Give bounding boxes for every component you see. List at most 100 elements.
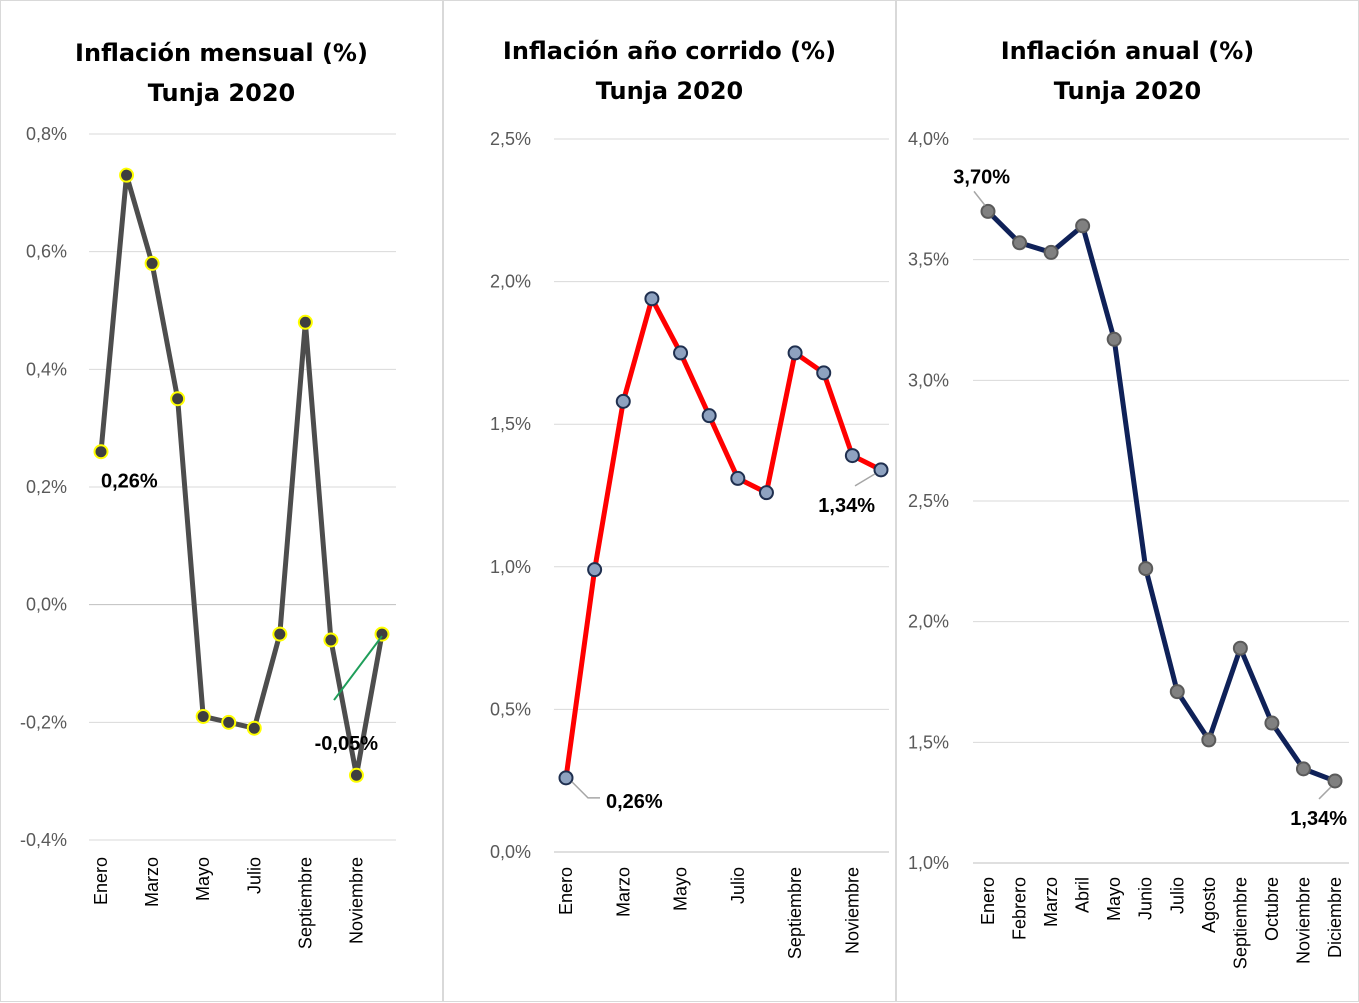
data-point — [1201, 732, 1217, 748]
y-tick-label: 0,0% — [490, 842, 531, 862]
x-tick-label: Mayo — [1104, 877, 1124, 921]
data-point — [144, 255, 160, 271]
x-tick-label: Enero — [556, 867, 576, 915]
x-tick-label: Julio — [728, 867, 748, 904]
chart-subtitle: Tunja 2020 — [595, 77, 744, 105]
data-point — [844, 448, 860, 464]
data-point — [787, 345, 803, 361]
data-point — [93, 444, 109, 460]
x-tick-label: Febrero — [1010, 877, 1030, 940]
data-point — [323, 632, 339, 648]
y-tick-label: 0,5% — [490, 699, 531, 719]
y-tick-label: 2,5% — [490, 129, 531, 149]
y-tick-label: 1,0% — [908, 853, 949, 873]
data-point — [119, 167, 135, 183]
series-line — [563, 296, 884, 781]
data-point — [1327, 773, 1343, 789]
data-point — [246, 720, 262, 736]
label-leader-line — [973, 190, 986, 206]
chart-title: Inflación año corrido (%) Tunja 2020 — [444, 31, 895, 111]
data-point — [1138, 561, 1154, 577]
data-point — [980, 203, 996, 219]
series-line — [98, 172, 385, 778]
data-point — [615, 393, 631, 409]
x-tick-label: Julio — [244, 857, 264, 894]
x-tick-label: Mayo — [671, 867, 691, 911]
x-tick-label: Enero — [91, 857, 111, 905]
y-tick-label: 1,5% — [908, 732, 949, 752]
chart-plot-annual: 1,0% 1,5% 2,0% 2,5% 3,0% 3,5% 4,0% Enero Febrero… — [908, 129, 1349, 969]
label-leader-line — [571, 781, 600, 799]
x-tick-label: Noviembre — [346, 857, 366, 944]
y-tick-label: 0,2% — [26, 477, 67, 497]
data-point — [1295, 761, 1311, 777]
data-point — [1264, 715, 1280, 731]
label-leader-line — [333, 635, 383, 701]
x-tick-label: Junio — [1136, 877, 1156, 920]
data-label: -0,05% — [315, 733, 379, 755]
x-tick-label: Marzo — [1041, 877, 1061, 927]
data-label: 1,34% — [1290, 808, 1347, 830]
x-tick-label: Octubre — [1262, 877, 1282, 941]
y-tick-label: 2,0% — [490, 272, 531, 292]
data-point — [348, 767, 364, 783]
chart-panel-ytd: Inflación año corrido (%) Tunja 2020 0,0… — [443, 0, 896, 1002]
data-point — [272, 626, 288, 642]
data-point — [170, 391, 186, 407]
y-tick-label: 0,8% — [26, 124, 67, 144]
y-tick-label: -0,2% — [20, 712, 67, 732]
y-tick-label: 2,5% — [908, 491, 949, 511]
data-point — [587, 562, 603, 578]
data-label: 3,70% — [953, 166, 1010, 188]
x-tick-label: Abril — [1073, 877, 1093, 913]
series-line — [985, 208, 1338, 784]
data-point — [1043, 244, 1059, 260]
chart-title: Inflación anual (%) Tunja 2020 — [897, 31, 1358, 111]
data-label: 0,26% — [606, 791, 663, 813]
x-tick-label: Mayo — [193, 857, 213, 901]
y-tick-label: 2,0% — [908, 612, 949, 632]
y-tick-label: 0,6% — [26, 242, 67, 262]
x-tick-label: Septiembre — [785, 867, 805, 959]
x-tick-label: Septiembre — [1230, 877, 1250, 969]
x-tick-label: Marzo — [613, 867, 633, 917]
data-label: 0,26% — [101, 471, 158, 493]
chart-title-line1: Inflación año corrido (%) — [502, 37, 837, 65]
y-tick-label: 1,0% — [490, 557, 531, 577]
x-tick-label: Julio — [1167, 877, 1187, 914]
chart-title-line1: Inflación mensual (%) — [75, 39, 368, 67]
chart-panel-annual: Inflación anual (%) Tunja 2020 1,0% 1,5% 2… — [896, 0, 1359, 1002]
data-point — [1106, 331, 1122, 347]
chart-panel-monthly: Inflación mensual (%) Tunja 2020 -0,4% -0… — [0, 0, 443, 1002]
data-point — [1169, 684, 1185, 700]
chart-plot-ytd: 0,0% 0,5% 1,0% 1,5% 2,0% 2,5% Enero Marzo Mayo Ju… — [490, 129, 889, 959]
y-tick-label: 3,5% — [908, 250, 949, 270]
x-tick-label: Noviembre — [1293, 877, 1313, 964]
data-point — [297, 314, 313, 330]
data-point — [221, 714, 237, 730]
y-tick-label: 3,0% — [908, 370, 949, 390]
y-tick-label: 1,5% — [490, 414, 531, 434]
data-point — [673, 345, 689, 361]
data-point — [816, 365, 832, 381]
data-point — [1012, 235, 1028, 251]
data-point — [558, 770, 574, 786]
data-label: 1,34% — [818, 495, 875, 517]
y-tick-label: 4,0% — [908, 129, 949, 149]
data-point — [644, 291, 660, 307]
x-tick-label: Septiembre — [295, 857, 315, 949]
x-tick-label: Diciembre — [1325, 877, 1345, 958]
x-tick-label: Marzo — [142, 857, 162, 907]
data-point — [730, 470, 746, 486]
chart-title-line1: Inflación anual (%) — [1000, 37, 1255, 65]
label-leader-line — [1318, 786, 1332, 800]
label-leader-line — [854, 473, 876, 487]
x-tick-label: Enero — [978, 877, 998, 925]
data-point — [758, 485, 774, 501]
chart-plot-monthly: -0,4% -0,2% 0,0% 0,2% 0,4% 0,6% 0,8% Enero Marzo… — [20, 124, 396, 949]
data-point — [1075, 218, 1091, 234]
chart-title: Inflación mensual (%) Tunja 2020 — [1, 33, 442, 113]
x-tick-label: Agosto — [1199, 877, 1219, 933]
chart-subtitle: Tunja 2020 — [1053, 77, 1202, 105]
y-tick-label: -0,4% — [20, 830, 67, 850]
